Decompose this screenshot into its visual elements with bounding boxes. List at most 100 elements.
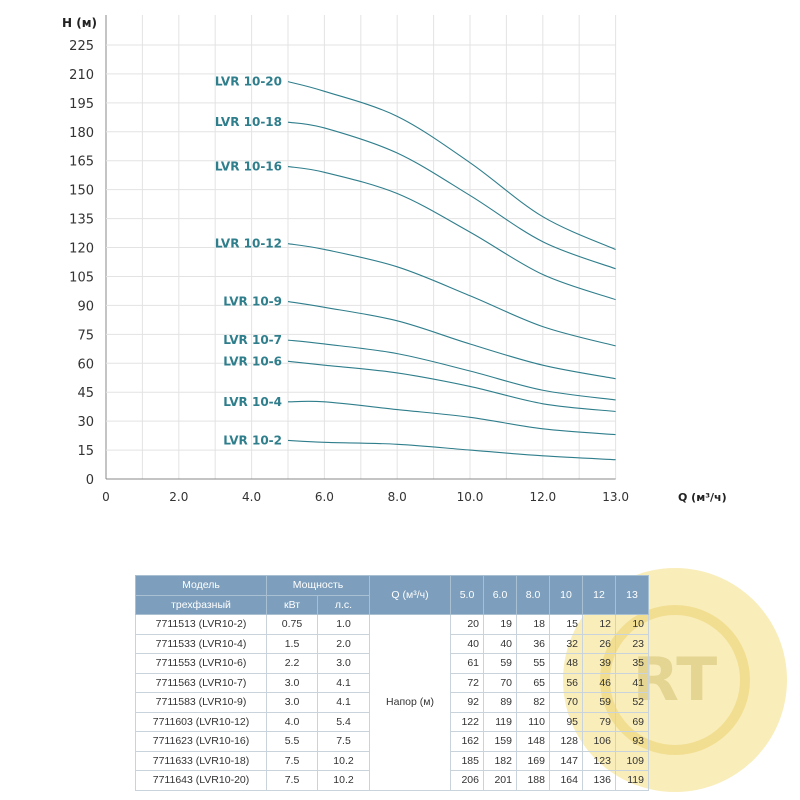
y-tick-label: 0 [86,473,94,488]
table-row: 7711583 (LVR10-9) 3.0 4.1 92 89 82 70 59 52 [135,692,649,713]
table-cell: 69 [615,711,649,732]
table-cell: 185 [450,750,484,771]
table-cell: 109 [615,750,649,771]
table-cell: 92 [450,692,484,713]
curve-lvr-10-2 [287,439,616,461]
table-cell: 40 [483,633,517,654]
table-cell: 5.5 [266,731,318,752]
x-tick-label: 2.0 [169,490,188,504]
table-cell: 10.2 [317,770,370,791]
table-cell: 10 [615,614,649,635]
y-tick-label: 165 [69,155,94,170]
y-tick-label: 75 [77,328,94,343]
curve-lvr-10-12 [287,243,616,347]
y-tick-label: 120 [69,242,94,257]
table-cell: 48 [549,653,583,674]
table-cell: 41 [615,672,649,693]
table-cell: 59 [483,653,517,674]
head-label: Напор (м) [369,614,451,791]
col-model-sub: трехфазный [135,594,267,615]
table-cell: 119 [483,711,517,732]
y-tick-label: 15 [77,444,94,459]
table-cell: 164 [549,770,583,791]
table-cell: 12 [582,614,616,635]
table-row: 7711563 (LVR10-7) 3.0 4.1 72 70 65 56 46 41 [135,672,649,693]
x-tick-label: 0 [102,490,110,504]
table-cell: 39 [582,653,616,674]
x-tick-label: 8.0 [388,490,407,504]
table-cell: 0.75 [266,614,318,635]
table-row: 7711603 (LVR10-12) 4.0 5.4 122 119 110 95 79 69 [135,711,649,732]
table-cell: 19 [483,614,517,635]
curve-lvr-10-7 [287,339,616,401]
table-cell: 93 [615,731,649,752]
table-cell: 32 [549,633,583,654]
table-cell: 35 [615,653,649,674]
series-label: LVR 10-7 [223,333,282,347]
table-cell: 1.0 [317,614,370,635]
table-cell: 7711603 (LVR10-12) [135,711,267,732]
y-tick-label: 60 [77,357,94,372]
table-cell: 7.5 [266,770,318,791]
curve-lvr-10-9 [287,300,616,380]
table-cell: 40 [450,633,484,654]
table-cell: 4.0 [266,711,318,732]
table-cell: 55 [516,653,550,674]
y-axis-label: H (м) [62,16,97,30]
pump-curve-chart: 0 15 30 45 60 75 90 105 120 135 150 165 180 195 210 225… [62,15,727,504]
table-cell: 7711513 (LVR10-2) [135,614,267,635]
table-cell: 10.2 [317,750,370,771]
table-cell: 122 [450,711,484,732]
table-cell: 1.5 [266,633,318,654]
x-tick-label: 4.0 [242,490,261,504]
col-power: Мощность [266,575,370,596]
table-cell: 79 [582,711,616,732]
table-cell: 72 [450,672,484,693]
y-tick-label: 180 [69,126,94,141]
col-q: Q (м³/ч) [369,575,451,615]
x-tick-label: 10.0 [457,490,484,504]
table-cell: 70 [483,672,517,693]
table-cell: 7.5 [266,750,318,771]
table-cell: 20 [450,614,484,635]
table-cell: 3.0 [266,672,318,693]
col-flow: 13 [615,575,649,615]
table-cell: 119 [615,770,649,791]
series-label: LVR 10-20 [215,75,282,89]
y-tick-label: 135 [69,213,94,228]
table-cell: 59 [582,692,616,713]
table-cell: 7711643 (LVR10-20) [135,770,267,791]
table-cell: 136 [582,770,616,791]
col-flow: 5.0 [450,575,484,615]
table-row: 7711633 (LVR10-18) 7.5 10.2 185 182 169 147 123… [135,750,649,771]
table-cell: 36 [516,633,550,654]
table-cell: 3.0 [266,692,318,713]
table-cell: 201 [483,770,517,791]
table-cell: 169 [516,750,550,771]
table-cell: 56 [549,672,583,693]
table-cell: 2.0 [317,633,370,654]
series-label: LVR 10-12 [215,237,282,251]
table-cell: 23 [615,633,649,654]
table-cell: 5.4 [317,711,370,732]
table-cell: 26 [582,633,616,654]
y-tick-label: 30 [77,415,94,430]
table-cell: 162 [450,731,484,752]
table-cell: 7711583 (LVR10-9) [135,692,267,713]
col-model: Модель [135,575,267,596]
table-cell: 206 [450,770,484,791]
table-cell: 7711623 (LVR10-16) [135,731,267,752]
table-cell: 46 [582,672,616,693]
col-flow: 8.0 [516,575,550,615]
x-tick-label: 12.0 [529,490,556,504]
table-cell: 4.1 [317,672,370,693]
series-label: LVR 10-18 [215,115,282,129]
series-label: LVR 10-16 [215,160,282,174]
series-label: LVR 10-4 [223,395,282,409]
table-cell: 2.2 [266,653,318,674]
curve-lvr-10-16 [287,165,616,301]
col-flow: 12 [582,575,616,615]
table-cell: 7711563 (LVR10-7) [135,672,267,693]
pump-spec-table: Модель Мощность Q (м³/ч) 5.0 6.0 8.0 10 … [135,575,649,791]
table-cell: 61 [450,653,484,674]
